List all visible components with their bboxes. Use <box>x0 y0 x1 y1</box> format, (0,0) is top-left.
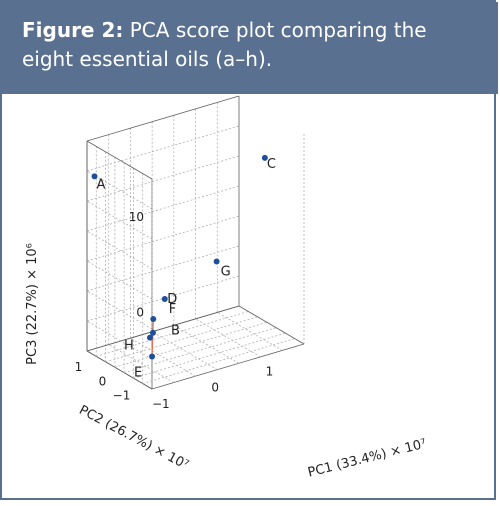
point-label-a: A <box>97 177 106 192</box>
right-wall-grid-line <box>87 156 239 201</box>
floor-grid-line <box>133 333 285 378</box>
point-label-c: C <box>267 157 276 172</box>
y-tick-label: 0 <box>99 374 107 388</box>
left-wall-grid-line <box>87 231 152 269</box>
right-wall-grid-line <box>87 186 239 231</box>
pca-score-plot: 0 10 −1 0 1 −1 0 1 PC3 (22.7%) × 10⁶ PC2 (26.7%… <box>2 94 498 502</box>
left-wall-grid-line <box>87 321 152 359</box>
data-point-h <box>147 335 153 341</box>
left-wall-grid-line <box>87 141 152 179</box>
data-point-d <box>150 316 156 322</box>
left-wall-grid-line <box>87 261 152 299</box>
right-wall-grid-line <box>87 126 239 171</box>
point-label-b: B <box>171 324 180 339</box>
x-tick-label: −1 <box>152 397 170 411</box>
data-point-g <box>214 258 220 264</box>
floor-grid-line <box>239 306 304 344</box>
floor-grid-line <box>115 322 267 367</box>
caption-label: Figure 2: <box>22 18 123 42</box>
x-tick-label: 1 <box>266 365 274 379</box>
figure-caption: Figure 2: PCA score plot comparing the e… <box>2 2 498 94</box>
grid-panes <box>87 96 304 389</box>
z-axis-label: PC3 (22.7%) × 10⁶ <box>25 243 40 365</box>
pca-3d-scatter: 0 10 −1 0 1 −1 0 1 PC3 (22.7%) × 10⁶ PC2 (26.7%… <box>2 94 498 502</box>
floor-grid-line <box>174 325 239 363</box>
point-label-h: H <box>124 339 134 354</box>
point-label-e: E <box>134 366 142 381</box>
data-point-e <box>149 354 155 360</box>
floor-grid-line <box>87 306 239 351</box>
floor-grid-line <box>152 344 304 389</box>
point-label-g: G <box>221 264 231 279</box>
x-tick-label: 0 <box>211 381 219 395</box>
right-wall-grid-line <box>87 96 239 141</box>
y-tick-label: −1 <box>113 388 131 402</box>
z-tick-label: 10 <box>129 210 144 224</box>
y-axis-label: PC2 (26.7%) × 10⁷ <box>76 403 190 473</box>
data-point-f <box>162 296 168 302</box>
point-label-f: F <box>169 302 176 317</box>
right-wall-grid-line <box>87 246 239 291</box>
x-axis-label: PC1 (33.4%) × 10⁷ <box>306 437 428 481</box>
z-tick-label: 0 <box>136 306 144 320</box>
y-tick-label: 1 <box>75 360 83 374</box>
right-wall-grid-line <box>87 216 239 261</box>
floor-grid-line <box>124 328 276 373</box>
